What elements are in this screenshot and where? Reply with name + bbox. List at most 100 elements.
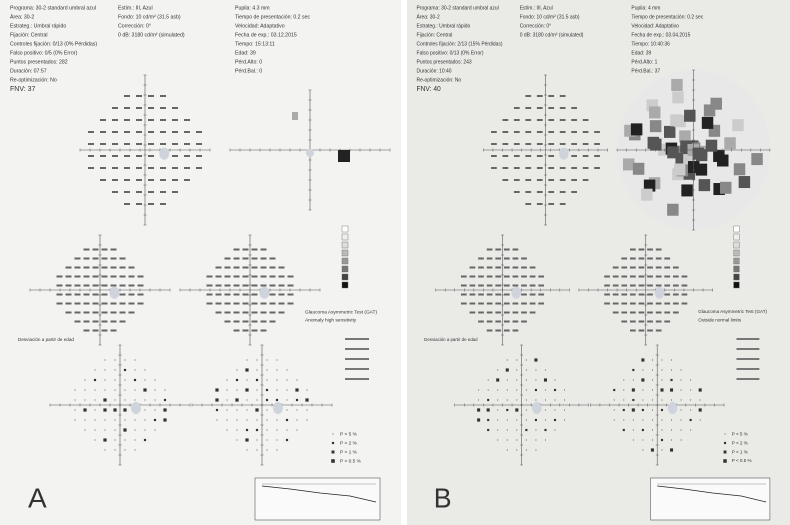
value-glyph (512, 311, 519, 314)
header-text: Duración: 10:40 (417, 68, 452, 74)
value-glyph (215, 284, 222, 287)
value-glyph (647, 266, 653, 269)
prob-symbol (143, 438, 147, 442)
prob-symbol (631, 388, 635, 392)
prob-symbol (246, 409, 248, 411)
value-glyph (538, 284, 545, 287)
prob-symbol (94, 399, 96, 401)
header-text: Fijación: Central (10, 32, 47, 38)
value-glyph (128, 302, 135, 305)
value-glyph (260, 311, 267, 314)
grayscale-block (732, 119, 744, 132)
value-glyph (621, 293, 628, 296)
prob-symbol (114, 429, 116, 431)
value-glyph (629, 266, 636, 269)
value-glyph (647, 257, 653, 260)
value-glyph (604, 293, 610, 296)
value-glyph (160, 107, 166, 109)
value-glyph (672, 302, 679, 305)
prob-symbol (276, 359, 278, 361)
value-glyph (513, 143, 520, 145)
grayscale-block (643, 179, 656, 192)
plot-label: Desviación a partir de edad (18, 337, 74, 342)
value-glyph (172, 131, 178, 133)
value-glyph (110, 266, 117, 269)
value-glyph (655, 275, 662, 278)
blind-spot (532, 402, 542, 414)
prob-symbol (553, 418, 557, 422)
value-glyph (460, 284, 467, 287)
legend-swatch (733, 257, 740, 265)
value-glyph (101, 257, 108, 260)
value-glyph (681, 302, 688, 305)
grayscale-block (713, 183, 725, 196)
value-glyph (664, 320, 671, 323)
value-glyph (172, 191, 178, 193)
prob-symbol (641, 428, 644, 432)
prob-symbol (641, 358, 645, 362)
value-glyph (503, 284, 510, 287)
prob-symbol (74, 399, 76, 401)
prob-symbol (306, 419, 308, 421)
value-glyph (525, 95, 532, 97)
value-glyph (647, 329, 653, 332)
prob-symbol (245, 368, 249, 372)
defect-patch (292, 112, 298, 120)
prob-symbol (535, 369, 537, 371)
prob-symbol (104, 419, 106, 421)
value-glyph (124, 95, 130, 97)
prob-symbol (245, 438, 249, 442)
test-title: Glaucoma Asymmetric Test (GAT) (305, 309, 377, 315)
prob-symbol (94, 439, 96, 441)
value-glyph (83, 266, 90, 269)
header-text: Puntos presentados: 282 (10, 59, 68, 65)
value-glyph (512, 302, 519, 305)
header-text: Re-optimización: No (10, 77, 57, 83)
value-glyph (571, 167, 577, 169)
value-glyph (491, 167, 497, 169)
value-glyph (655, 320, 662, 323)
prob-symbol (144, 429, 146, 431)
header-text: Velocidad: Adaptativo (235, 23, 285, 29)
prob-symbol (525, 439, 527, 441)
legend-swatch (733, 281, 740, 289)
prob-symbol (236, 389, 238, 391)
value-glyph (278, 284, 285, 287)
value-glyph (110, 320, 117, 323)
header-text: FNV: 37 (10, 86, 36, 93)
value-glyph (251, 293, 258, 296)
value-glyph (513, 191, 520, 193)
value-glyph (196, 167, 202, 169)
value-glyph (269, 311, 276, 314)
value-glyph (74, 311, 81, 314)
prob-symbol (124, 379, 126, 381)
value-glyph (478, 302, 484, 305)
prob-symbol (255, 378, 259, 382)
value-glyph (251, 329, 258, 332)
value-glyph (242, 329, 249, 332)
index-glyph (736, 378, 760, 380)
value-glyph (74, 293, 81, 296)
index-glyph (736, 348, 760, 350)
prob-symbol (114, 449, 116, 451)
value-glyph (495, 293, 502, 296)
prob-symbol (266, 379, 268, 381)
prob-symbol (642, 449, 644, 451)
prob-symbol (652, 409, 653, 411)
value-glyph (83, 248, 90, 251)
value-glyph (486, 257, 493, 260)
value-glyph (112, 179, 118, 181)
test-result: Anomaly high sensitivity (305, 317, 357, 323)
prob-symbol (123, 428, 127, 432)
value-glyph (92, 293, 99, 296)
legend-swatch (733, 225, 740, 233)
value-glyph (612, 302, 619, 305)
value-glyph (647, 320, 653, 323)
value-glyph (525, 179, 532, 181)
value-glyph (242, 266, 249, 269)
value-glyph (233, 266, 240, 269)
header-text: Controles fijación: 0/13 (0% Pérdidas) (10, 41, 97, 47)
value-glyph (269, 257, 276, 260)
prob-symbol (83, 408, 87, 412)
value-glyph (119, 293, 126, 296)
